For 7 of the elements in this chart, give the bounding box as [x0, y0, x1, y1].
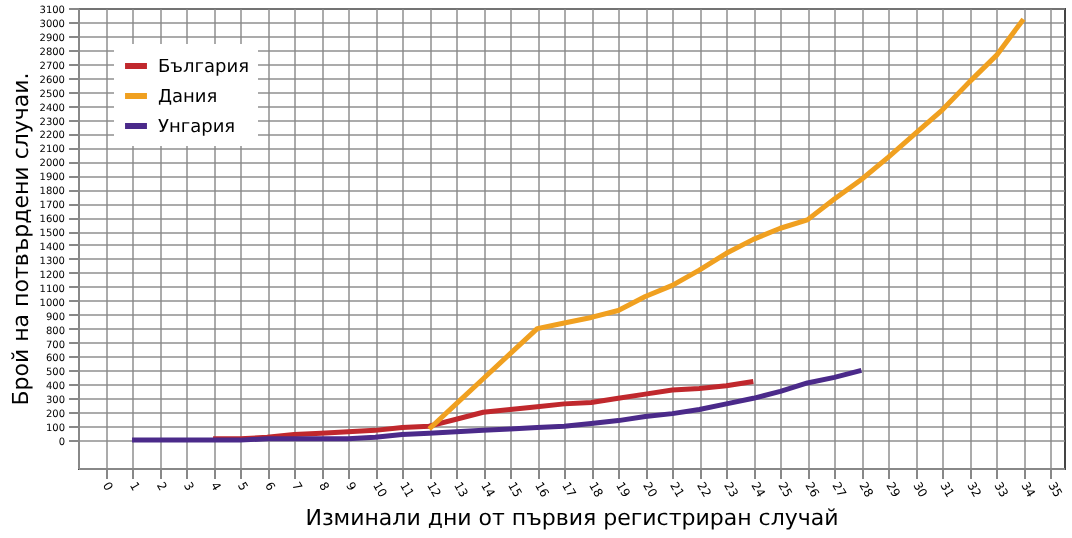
legend-label: Дания: [158, 88, 218, 108]
x-axis-title: Изминали дни от първия регистриран случай: [305, 505, 839, 532]
legend-label: Унгария: [158, 118, 236, 138]
line-series: [426, 16, 1026, 432]
line-series: [129, 367, 864, 443]
legend-label: България: [158, 58, 250, 78]
y-axis-title: Брой на потвърдени случаи.: [7, 72, 34, 406]
